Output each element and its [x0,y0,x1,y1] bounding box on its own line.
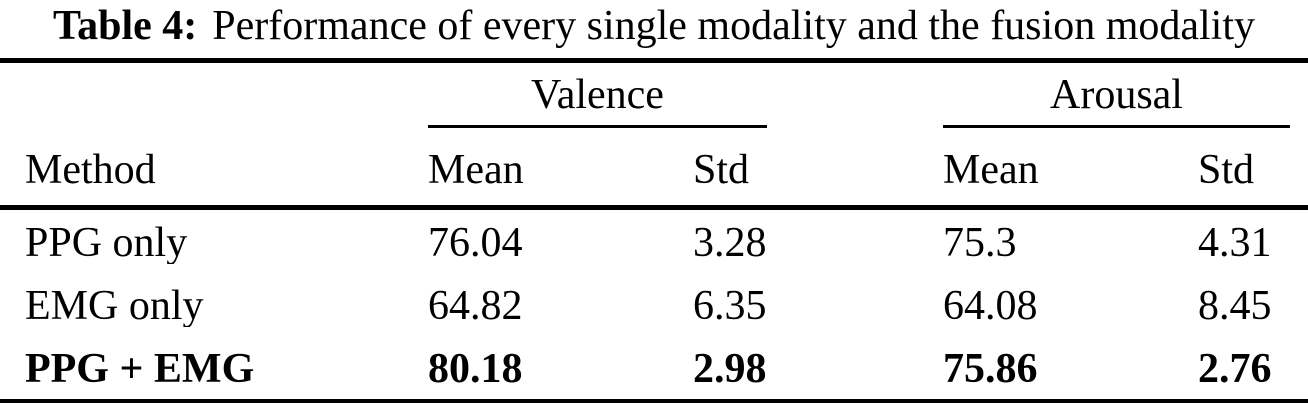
valence-mean-cell: 64.82 [428,284,523,327]
method-cell: PPG only [25,221,188,264]
arousal-mean-cell: 75.3 [943,221,1017,264]
column-header-row: Method Mean Std Mean Std [0,128,1308,205]
method-cell: PPG + EMG [25,347,255,390]
valence-group-header: Valence [428,74,767,128]
valence-mean-column-header: Mean [428,148,524,191]
arousal-std-column-header: Std [1198,148,1255,191]
table-caption-text: Performance of every single modality and… [212,3,1256,49]
table-caption: Table 4: Performance of every single mod… [0,0,1308,58]
arousal-mean-column-header: Mean [943,148,1039,191]
valence-mean-cell: 80.18 [428,347,523,390]
table-caption-label: Table 4: [52,3,198,49]
valence-std-column-header: Std [693,148,750,191]
arousal-mean-cell: 64.08 [943,284,1038,327]
valence-std-cell: 2.98 [693,347,767,390]
arousal-group: Arousal [920,74,1308,128]
method-column-header: Method [25,148,156,191]
valence-group-label: Valence [531,72,664,118]
arousal-group-header: Arousal [943,74,1290,128]
table-top-rule [0,58,1308,63]
arousal-std-cell: 8.45 [1198,284,1272,327]
table-mid-rule [0,205,1308,210]
arousal-std-cell: 4.31 [1198,221,1272,264]
column-group-row: Valence Arousal [0,63,1308,128]
valence-mean-cell: 76.04 [428,221,523,264]
valence-std-cell: 6.35 [693,284,767,327]
table-bottom-rule [0,399,1308,403]
arousal-group-label: Arousal [1050,72,1183,118]
arousal-std-cell: 2.76 [1198,347,1272,390]
valence-group: Valence [405,74,920,128]
arousal-mean-cell: 75.86 [943,347,1038,390]
table-row-emg-only: EMG only 64.82 6.35 64.08 8.45 [0,273,1308,336]
table-row-ppg-plus-emg: PPG + EMG 80.18 2.98 75.86 2.76 [0,336,1308,399]
valence-std-cell: 3.28 [693,221,767,264]
method-cell: EMG only [25,284,204,327]
table-row-ppg-only: PPG only 76.04 3.28 75.3 4.31 [0,210,1308,273]
